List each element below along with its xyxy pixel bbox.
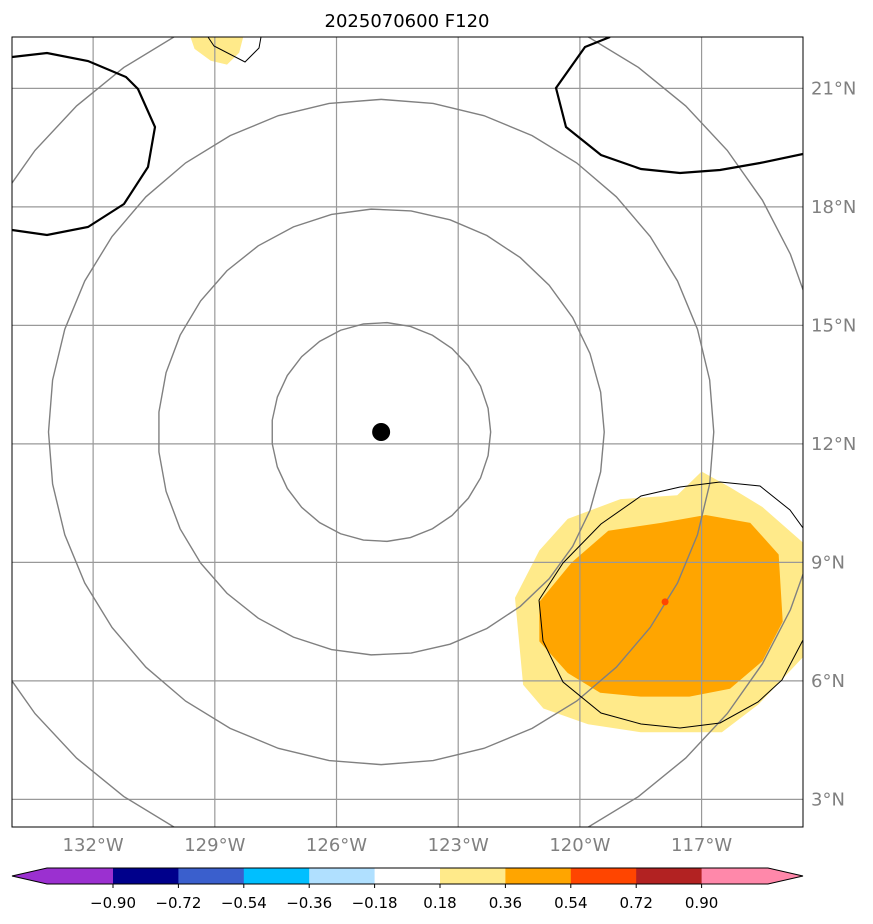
colorbar-cell bbox=[309, 868, 376, 884]
lon-tick-label: 129°W bbox=[184, 835, 245, 856]
colorbar: −0.90 −0.72 −0.54 −0.36 −0.18 0.18 0.36 0.54 0.7… bbox=[11, 867, 804, 912]
lat-tick-label: 21°N bbox=[811, 78, 856, 99]
lat-tick-label: 9°N bbox=[811, 552, 845, 573]
gridlines bbox=[12, 37, 803, 827]
contour-lines bbox=[12, 37, 803, 729]
colorbar-extend-high bbox=[701, 868, 803, 884]
contour-ne bbox=[554, 37, 803, 175]
storm-center-marker bbox=[372, 423, 391, 441]
colorbar-tick-label: −0.18 bbox=[352, 894, 398, 912]
shading-north_light bbox=[190, 37, 244, 65]
lon-tick-label: 126°W bbox=[306, 835, 367, 856]
shading-se_orange bbox=[539, 514, 783, 697]
colorbar-tick-label: 0.36 bbox=[489, 894, 522, 912]
colorbar-tick-labels: −0.90 −0.72 −0.54 −0.36 −0.18 0.18 0.36 0.54 0.7… bbox=[90, 884, 718, 912]
lat-tick-label: 3°N bbox=[811, 789, 845, 810]
contour-thin-north bbox=[207, 37, 262, 63]
colorbar-cell bbox=[570, 868, 637, 884]
colorbar-tick-label: 0.72 bbox=[619, 894, 652, 912]
contour-thin-se-top bbox=[538, 481, 803, 601]
chart-title: 2025070600 F120 bbox=[325, 11, 490, 32]
colorbar-tick-label: −0.36 bbox=[286, 894, 332, 912]
feature-marker bbox=[661, 598, 669, 606]
lon-tick-label: 123°W bbox=[428, 835, 489, 856]
lat-tick-label: 18°N bbox=[811, 197, 856, 218]
colorbar-cell bbox=[243, 868, 310, 884]
colorbar-cell bbox=[505, 868, 572, 884]
colorbar-cells bbox=[11, 867, 804, 885]
contour-thin-se bbox=[538, 599, 803, 729]
range-circle bbox=[47, 98, 715, 766]
markers bbox=[372, 423, 669, 606]
map-frame bbox=[11, 36, 804, 828]
colorbar-tick-label: 0.18 bbox=[423, 894, 456, 912]
colorbar-extend-low bbox=[12, 868, 113, 884]
contour-nw bbox=[12, 51, 157, 237]
map-panel: 132°W 129°W 126°W 123°W 120°W 117°W 21°N 18°N 1… bbox=[11, 36, 856, 856]
lat-tick-label: 15°N bbox=[811, 315, 856, 336]
lon-tick-label: 120°W bbox=[549, 835, 610, 856]
lon-tick-label: 132°W bbox=[63, 835, 124, 856]
lat-tick-label: 12°N bbox=[811, 434, 856, 455]
range-circle bbox=[12, 37, 803, 827]
colorbar-cell bbox=[178, 868, 245, 884]
colorbar-tick-label: 0.90 bbox=[685, 894, 718, 912]
colorbar-cell bbox=[374, 868, 441, 884]
range-circle bbox=[271, 321, 492, 543]
colorbar-tick-label: 0.54 bbox=[554, 894, 587, 912]
colorbar-cell bbox=[113, 868, 179, 884]
lon-tick-label: 117°W bbox=[671, 835, 732, 856]
colorbar-tick-label: −0.72 bbox=[155, 894, 201, 912]
shading-layer bbox=[190, 37, 803, 733]
colorbar-outline bbox=[11, 867, 804, 885]
lat-tick-label: 6°N bbox=[811, 671, 845, 692]
colorbar-cell bbox=[636, 868, 703, 884]
range-circles bbox=[12, 37, 803, 827]
colorbar-tick-label: −0.54 bbox=[221, 894, 267, 912]
colorbar-cell bbox=[440, 868, 506, 884]
range-circle bbox=[158, 208, 605, 656]
longitude-tick-labels: 132°W 129°W 126°W 123°W 120°W 117°W bbox=[63, 835, 733, 856]
colorbar-tick-label: −0.90 bbox=[90, 894, 136, 912]
latitude-tick-labels: 21°N 18°N 15°N 12°N 9°N 6°N 3°N bbox=[811, 78, 856, 810]
